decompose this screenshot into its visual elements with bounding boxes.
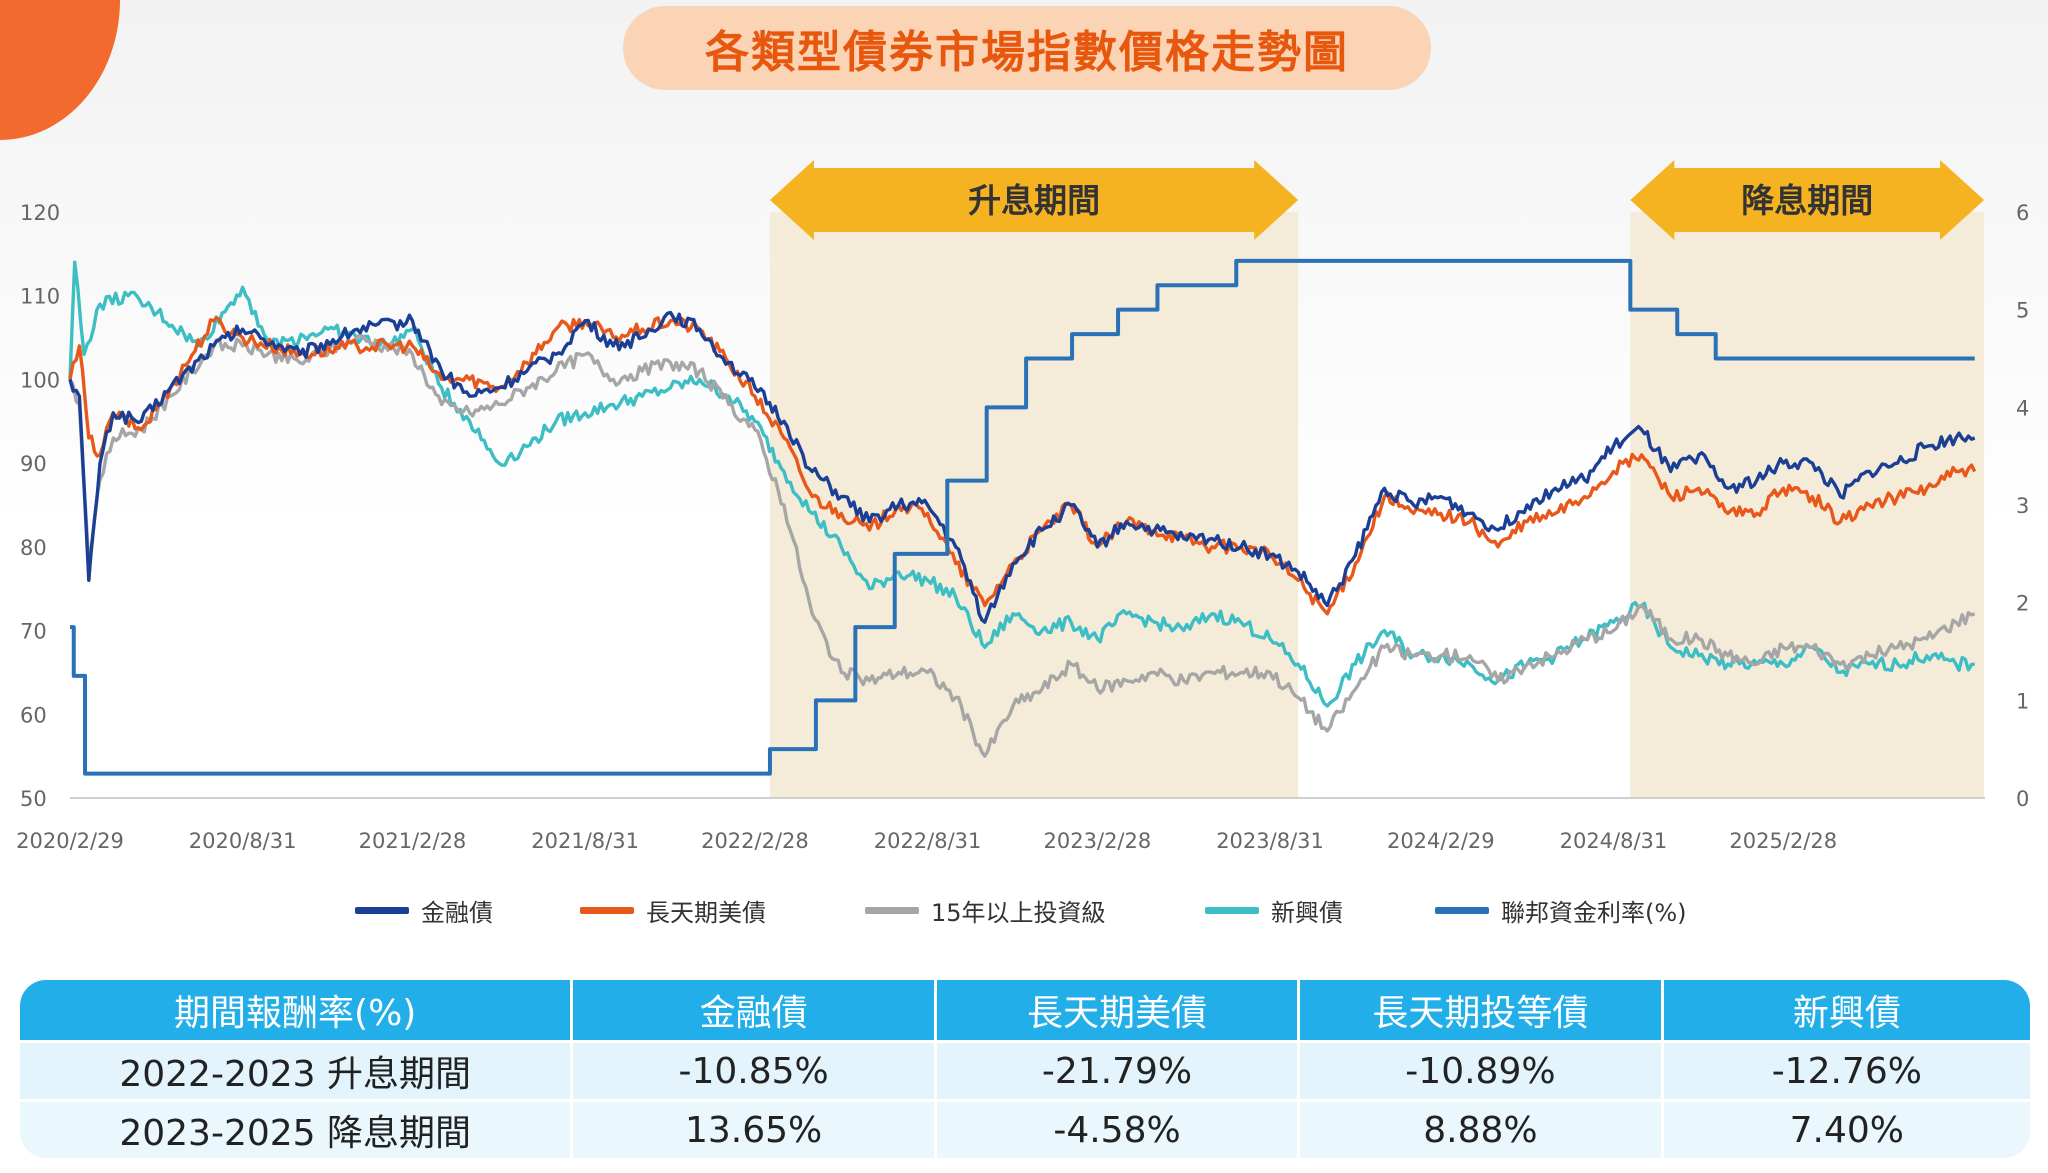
y-left-tick: 50 <box>20 787 47 811</box>
x-tick-label: 2020/8/31 <box>189 829 297 853</box>
y-left-tick: 90 <box>20 452 47 476</box>
legend-swatch <box>580 906 634 914</box>
y-right-tick: 3 <box>2016 494 2029 518</box>
band-arrow-0 <box>769 160 1299 240</box>
y-right-tick: 0 <box>2016 787 2029 811</box>
legend-label: 聯邦資金利率(%) <box>1501 898 1687 927</box>
table-cell: -10.89% <box>1300 1040 1664 1099</box>
y-right-tick: 2 <box>2016 592 2029 616</box>
x-tick-label: 2021/2/28 <box>359 829 467 853</box>
page-title: 各類型債券市場指數價格走勢圖 <box>705 27 1349 78</box>
x-tick-label: 2023/2/28 <box>1044 829 1152 853</box>
table-cell-period: 2022-2023 升息期間 <box>20 1040 574 1099</box>
x-tick-label: 2025/2/28 <box>1729 829 1837 853</box>
legend-label: 15年以上投資級 <box>931 898 1106 927</box>
series-line-0 <box>68 310 1976 624</box>
table-row: 2023-2025 降息期間 13.65% -4.58% 8.88% 7.40% <box>20 1099 2030 1158</box>
y-left-tick: 70 <box>20 620 47 644</box>
x-tick-label: 2024/2/29 <box>1387 829 1495 853</box>
table-cell: -21.79% <box>936 1040 1301 1099</box>
series-line-4 <box>70 258 1975 776</box>
y-left-tick: 100 <box>20 368 60 392</box>
band-0 <box>769 212 1299 798</box>
table-cell-period: 2023-2025 降息期間 <box>20 1099 574 1158</box>
y-left-tick: 110 <box>20 285 60 309</box>
legend-swatch <box>1435 906 1489 914</box>
band-arrow-1 <box>1630 160 1985 240</box>
table-row: 2022-2023 升息期間 -10.85% -21.79% -10.89% -… <box>20 1040 2030 1099</box>
band-label-1: 降息期間 <box>1741 181 1873 220</box>
chart-legend: 金融債 長天期美債 15年以上投資級 新興債 聯邦資金利率(%) <box>0 888 2048 932</box>
y-left-tick: 80 <box>20 536 47 560</box>
legend-label: 金融債 <box>421 898 493 927</box>
table-cell: -10.85% <box>573 1040 937 1099</box>
y-right-tick: 4 <box>2016 396 2029 420</box>
legend-swatch <box>865 906 919 914</box>
period-returns-table: 期間報酬率(%) 金融債 長天期美債 長天期投等債 新興債 2022-2023 … <box>20 980 2030 1158</box>
table-header-em: 新興債 <box>1663 980 2030 1040</box>
corner-decoration <box>0 0 120 140</box>
table-header-period: 期間報酬率(%) <box>20 980 574 1040</box>
legend-item: 新興債 <box>1205 888 1343 932</box>
bond-index-chart: 升息期間 降息期間 120 110 100 90 80 70 60 50 6 5 4 3 2 1 0 2020/2… <box>16 160 2029 853</box>
table-header-long-ig: 長天期投等債 <box>1300 980 1664 1040</box>
legend-label: 長天期美債 <box>646 898 766 927</box>
y-right-tick: 6 <box>2016 201 2029 225</box>
series-line-2 <box>68 332 1976 758</box>
x-tick-label: 2020/2/29 <box>16 829 124 853</box>
band-1 <box>1630 212 1985 798</box>
x-tick-label: 2024/8/31 <box>1560 829 1668 853</box>
y-right-tick: 1 <box>2016 689 2029 713</box>
legend-label: 新興債 <box>1271 898 1343 927</box>
legend-item: 金融債 <box>355 888 493 932</box>
y-left-tick: 120 <box>20 201 60 225</box>
table-cell: 7.40% <box>1663 1099 2030 1158</box>
band-label-0: 升息期間 <box>968 181 1100 220</box>
legend-item: 15年以上投資級 <box>865 888 1106 932</box>
legend-item: 聯邦資金利率(%) <box>1435 888 1687 932</box>
table-cell: 13.65% <box>573 1099 937 1158</box>
table-header-financial: 金融債 <box>573 980 937 1040</box>
legend-item: 長天期美債 <box>580 888 766 932</box>
table-cell: -12.76% <box>1663 1040 2030 1099</box>
table-cell: 8.88% <box>1300 1099 1664 1158</box>
table-header-long-treasury: 長天期美債 <box>936 980 1301 1040</box>
legend-swatch <box>355 906 409 914</box>
x-tick-label: 2023/8/31 <box>1216 829 1324 853</box>
x-tick-label: 2021/8/31 <box>531 829 639 853</box>
table-header-row: 期間報酬率(%) 金融債 長天期美債 長天期投等債 新興債 <box>20 980 2030 1040</box>
x-tick-label: 2022/8/31 <box>874 829 982 853</box>
y-left-tick: 60 <box>20 703 47 727</box>
legend-swatch <box>1205 906 1259 914</box>
x-tick-label: 2022/2/28 <box>701 829 809 853</box>
y-right-tick: 5 <box>2016 299 2029 323</box>
title-banner: 各類型債券市場指數價格走勢圖 <box>623 6 1431 90</box>
table-cell: -4.58% <box>936 1099 1301 1158</box>
